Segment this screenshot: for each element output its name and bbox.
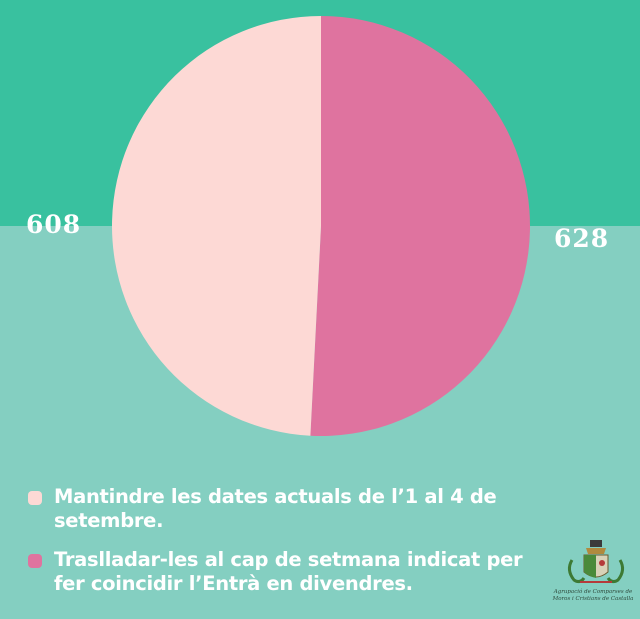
pie-slice-628 <box>310 16 530 436</box>
legend-swatch-keep-dates <box>28 491 42 505</box>
legend-label-keep-dates: Mantindre les dates actuals de l’1 al 4 … <box>54 485 497 532</box>
data-label-608: 608 <box>26 210 82 239</box>
legend-item-move-weekend: Traslladar-les al cap de setmana indicat… <box>28 548 548 596</box>
pie-slice-608 <box>111 16 321 436</box>
coat-of-arms-icon <box>567 540 625 584</box>
legend: Mantindre les dates actuals de l’1 al 4 … <box>28 485 548 611</box>
legend-item-keep-dates: Mantindre les dates actuals de l’1 al 4 … <box>28 485 548 533</box>
legend-label-move-weekend: Traslladar-les al cap de setmana indicat… <box>54 548 523 595</box>
data-label-628: 628 <box>554 224 610 253</box>
legend-swatch-move-weekend <box>28 554 42 568</box>
logo-text: Agrupació de Comparses de Moros i Cristi… <box>552 589 634 602</box>
